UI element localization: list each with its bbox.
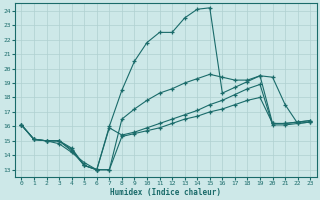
X-axis label: Humidex (Indice chaleur): Humidex (Indice chaleur): [110, 188, 221, 197]
